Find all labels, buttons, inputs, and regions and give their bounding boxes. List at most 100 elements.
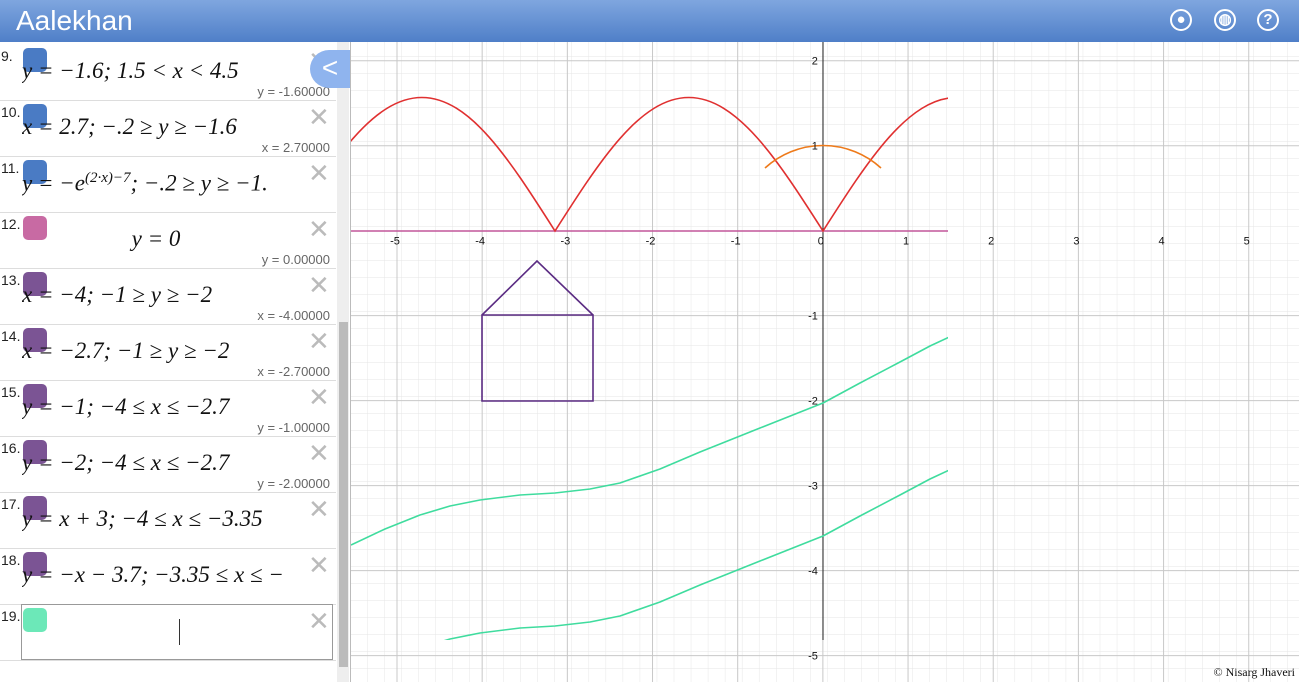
color-swatch[interactable]	[23, 104, 47, 128]
row-number: 16.	[1, 440, 21, 456]
color-swatch[interactable]	[23, 272, 47, 296]
expression-row[interactable]: 13. x = −4; −1 ≥ y ≥ −2 x = -4.00000 ✕	[0, 268, 336, 325]
expression-main: y = −x − 3.7; −3.35 ≤ x ≤ −	[22, 562, 284, 587]
expression-row[interactable]: 9.y = −1.6; 1.5 < x < 4.5y = -1.60000✕	[0, 44, 336, 101]
green-curve-lower	[443, 469, 948, 640]
y-tick-label: -4	[808, 566, 818, 578]
expression-main: y = −1; −4 ≤ x ≤ −2.7	[22, 394, 230, 419]
delete-button[interactable]: ✕	[308, 550, 330, 580]
delete-button[interactable]: ✕	[308, 494, 330, 524]
orange-arc	[764, 144, 882, 169]
expression-rest: ; −.2 ≥ y ≥ −1.	[130, 170, 268, 196]
y-tick-label: -1	[808, 311, 818, 323]
color-swatch[interactable]	[23, 160, 47, 184]
expression-row[interactable]: 16. y = −2; −4 ≤ x ≤ −2.7 y = -2.00000 ✕	[0, 436, 336, 493]
minor-grid	[351, 42, 1299, 682]
color-swatch[interactable]	[23, 496, 47, 520]
expression-row[interactable]: 10. x = 2.7; −.2 ≥ y ≥ −1.6 x = 2.70000 ✕	[0, 100, 336, 157]
expression-main: y = −1.6; 1.5 < x < 4.5	[22, 58, 239, 83]
delete-button[interactable]: ✕	[308, 158, 330, 188]
expression-superscript: (2·x)−7	[84, 170, 131, 186]
value-text: y = -1.00000	[257, 420, 330, 435]
expression-text: y = −2; −4 ≤ x ≤ −2.7	[22, 450, 334, 476]
row-number: 13.	[1, 272, 21, 288]
y-tick-label: -5	[808, 651, 818, 663]
expression-text: x = −4; −1 ≥ y ≥ −2	[22, 282, 334, 308]
graph: -5 -4 -3 -2 -1 0 1 2 3 4 5 2 1 -1 -2 -3 -4 -5	[351, 42, 1299, 682]
row-number: 19.	[1, 608, 21, 624]
value-text: x = -4.00000	[257, 308, 330, 323]
y-tick-label: 1	[812, 141, 818, 153]
delete-button[interactable]: ✕	[308, 382, 330, 412]
expression-main: x = −4; −1 ≥ y ≥ −2	[22, 282, 213, 307]
delete-button[interactable]: ✕	[308, 270, 330, 300]
row-number: 11.	[1, 160, 20, 176]
color-swatch[interactable]	[23, 608, 47, 632]
header: Aalekhan ● ◍ ?	[0, 0, 1299, 42]
color-swatch[interactable]	[23, 552, 47, 576]
expression-row[interactable]: 11. y = −e(2·x)−7; −.2 ≥ y ≥ −1. ✕	[0, 156, 336, 213]
expression-main: y = −2; −4 ≤ x ≤ −2.7	[22, 450, 230, 475]
x-tick-label: 1	[903, 236, 909, 248]
row-number: 12.	[1, 216, 21, 232]
value-text: x = -2.70000	[257, 364, 330, 379]
color-swatch[interactable]	[23, 328, 47, 352]
scroll-thumb[interactable]	[339, 322, 348, 667]
help-icon[interactable]: ?	[1257, 9, 1279, 31]
expression-row[interactable]: 15. y = −1; −4 ≤ x ≤ −2.7 y = -1.00000 ✕	[0, 380, 336, 437]
expression-row[interactable]: 17. y = x + 3; −4 ≤ x ≤ −3.35 ✕	[0, 492, 336, 549]
color-swatch[interactable]	[23, 440, 47, 464]
expression-row[interactable]: 12. y = 0 y = 0.00000 ✕	[0, 212, 336, 269]
expression-row[interactable]: 19. ✕	[0, 604, 336, 661]
value-text: y = 0.00000	[261, 252, 330, 267]
expression-main: y = x + 3; −4 ≤ x ≤ −3.35	[22, 506, 263, 531]
delete-button[interactable]: ✕	[308, 326, 330, 356]
color-swatch[interactable]	[23, 384, 47, 408]
x-tick-label: 2	[988, 236, 994, 248]
y-tick-label: -2	[808, 396, 818, 408]
expression-main: x = 2.7; −.2 ≥ y ≥ −1.6	[22, 114, 237, 139]
x-tick-label: 0	[818, 236, 824, 248]
expression-text: y = −1.6; 1.5 < x < 4.5	[22, 58, 334, 84]
x-tick-label: 5	[1244, 236, 1250, 248]
delete-button[interactable]: ✕	[308, 102, 330, 132]
color-swatch[interactable]	[23, 48, 47, 72]
app-title: Aalekhan	[16, 5, 133, 36]
row-number: 15.	[1, 384, 21, 400]
expression-main: y = −e	[22, 170, 85, 196]
expression-row[interactable]: 18. y = −x − 3.7; −3.35 ≤ x ≤ − ✕	[0, 548, 336, 605]
expression-row[interactable]: 14. x = −2.7; −1 ≥ y ≥ −2 x = -2.70000 ✕	[0, 324, 336, 381]
expression-text: y = x + 3; −4 ≤ x ≤ −3.35	[22, 506, 334, 532]
globe-icon[interactable]: ◍	[1214, 9, 1236, 31]
y-tick-label: 2	[812, 56, 818, 68]
expression-input[interactable]	[21, 604, 333, 660]
delete-button[interactable]: ✕	[308, 214, 330, 244]
x-tick-label: 3	[1073, 236, 1079, 248]
expression-text: y = 0	[0, 226, 312, 252]
expression-text: x = 2.7; −.2 ≥ y ≥ −1.6	[22, 114, 334, 140]
row-number: 9.	[1, 48, 13, 64]
collapse-button[interactable]: <	[310, 50, 350, 88]
row-number: 14.	[1, 328, 21, 344]
green-curve-upper	[351, 336, 948, 546]
x-tick-label: -3	[560, 236, 570, 248]
x-tick-label: -2	[646, 236, 656, 248]
value-text: y = -2.00000	[257, 476, 330, 491]
expression-main: x = −2.7; −1 ≥ y ≥ −2	[22, 338, 230, 363]
color-swatch[interactable]	[23, 216, 47, 240]
delete-button[interactable]: ✕	[308, 606, 330, 636]
value-text: x = 2.70000	[261, 140, 330, 155]
expression-text: x = −2.7; −1 ≥ y ≥ −2	[22, 338, 334, 364]
credit: © Nisarg Jhaveri	[1213, 665, 1295, 679]
text-cursor	[179, 619, 180, 645]
row-number: 10.	[1, 104, 21, 120]
red-curve	[351, 96, 948, 233]
delete-button[interactable]: ✕	[308, 438, 330, 468]
house	[481, 259, 594, 402]
user-icon[interactable]: ●	[1170, 9, 1192, 31]
expression-main: y = 0	[131, 226, 181, 251]
expression-text: y = −1; −4 ≤ x ≤ −2.7	[22, 394, 334, 420]
expression-panel: 9.y = −1.6; 1.5 < x < 4.5y = -1.60000✕10…	[0, 42, 351, 682]
x-tick-label: 4	[1159, 236, 1165, 248]
